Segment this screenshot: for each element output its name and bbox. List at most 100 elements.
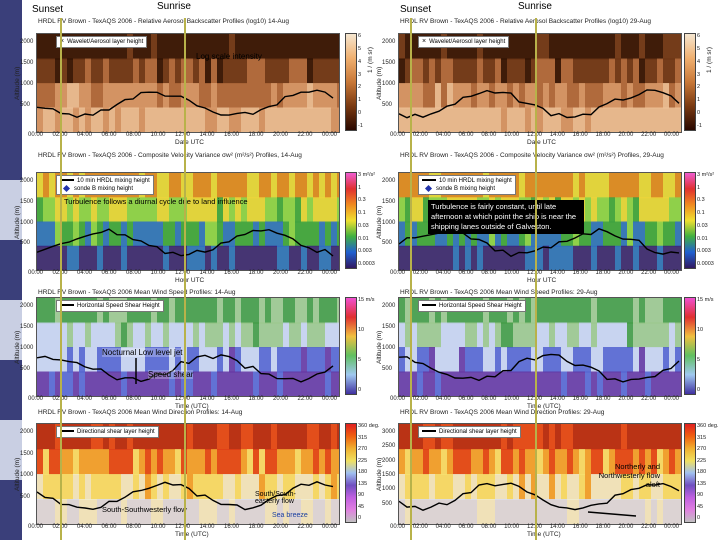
y-tick-label: 1500: [20, 198, 34, 205]
heatmap-cell: [259, 173, 265, 199]
heatmap-cell: [579, 322, 585, 348]
heatmap-cell: [43, 245, 49, 270]
heatmap-cell: [169, 197, 175, 223]
heatmap-cell: [265, 298, 271, 324]
x-tick-label: 14:00: [199, 132, 215, 138]
heatmap-cell: [139, 371, 145, 396]
heatmap-cell: [531, 424, 537, 450]
heatmap-cell: [223, 173, 229, 199]
heatmap-cell: [175, 221, 181, 247]
heatmap-cell: [543, 371, 549, 396]
heatmap-cell: [277, 499, 283, 524]
y-tick-label: 2000: [382, 39, 396, 45]
heatmap-cell: [127, 499, 133, 524]
heatmap-cell: [471, 107, 477, 132]
heatmap-cell: [519, 107, 525, 132]
heatmap-cell: [579, 173, 585, 199]
legend-label: Horizontal Speed Shear Height: [77, 303, 160, 309]
heatmap-cell: [453, 347, 459, 373]
legend-diamond-icon: [424, 184, 433, 192]
heatmap-cell: [417, 371, 423, 396]
heatmap-cell: [567, 322, 573, 348]
colorbar-tick-label: 1: [358, 97, 362, 104]
heatmap-cell: [217, 58, 223, 84]
heatmap-cell: [193, 83, 199, 109]
heatmap-cell: [259, 34, 265, 60]
heatmap-cell: [501, 83, 507, 109]
heatmap-cell: [307, 197, 313, 223]
heatmap-cell: [49, 474, 55, 500]
heatmap-cell: [37, 245, 43, 270]
sunset-line-left: [60, 18, 62, 540]
heatmap-cell: [301, 424, 307, 450]
heatmap-cell: [639, 322, 645, 348]
heatmap-cell: [651, 173, 657, 199]
heatmap-cell: [615, 371, 621, 396]
chart-panel: [398, 297, 682, 397]
heatmap-cell: [657, 298, 663, 324]
colorbar-unit-label: 1 / (m sr): [706, 47, 713, 73]
heatmap-cell: [411, 197, 417, 223]
heatmap-cell: [205, 474, 211, 500]
heatmap-cell: [43, 449, 49, 475]
heatmap-cell: [651, 499, 657, 524]
y-axis-label: Altitude (m): [14, 330, 21, 364]
heatmap-cell: [259, 371, 265, 396]
heatmap-cell: [271, 83, 277, 109]
chart-panel: [36, 297, 340, 397]
heatmap-cell: [513, 173, 519, 199]
x-tick-label: 22:00: [641, 270, 657, 276]
heatmap-cell: [115, 449, 121, 475]
heatmap-cell: [301, 58, 307, 84]
heatmap-cell: [573, 322, 579, 348]
heatmap-cell: [435, 347, 441, 373]
heatmap-cell: [97, 371, 103, 396]
x-tick-label: 22:00: [641, 132, 657, 138]
heatmap-cell: [121, 347, 127, 373]
heatmap-cell: [217, 424, 223, 450]
heatmap-cell: [319, 107, 325, 132]
heatmap-cell: [447, 449, 453, 475]
heatmap-cell: [175, 107, 181, 132]
x-tick-label: 00:00: [390, 132, 406, 138]
heatmap-cell: [133, 474, 139, 500]
legend-entry: 10 min HRDL mixing height: [422, 177, 512, 185]
heatmap-cell: [621, 298, 627, 324]
heatmap-cell: [307, 34, 313, 60]
heatmap-cell: [399, 347, 405, 373]
heatmap-cell: [561, 107, 567, 132]
heatmap-cell: [435, 245, 441, 270]
heatmap-cell: [301, 197, 307, 223]
x-tick-label: 06:00: [458, 270, 474, 276]
colorbar-tick-label: 90: [697, 492, 704, 498]
heatmap-cell: [211, 221, 217, 247]
heatmap-cell: [573, 347, 579, 373]
colorbar-tick-label: 5: [358, 45, 362, 52]
heatmap-cell: [325, 83, 331, 109]
heatmap-cell: [675, 197, 681, 223]
heatmap-cell: [603, 197, 609, 223]
heatmap-cell: [319, 474, 325, 500]
heatmap-cell: [127, 449, 133, 475]
heatmap-cell: [435, 322, 441, 348]
heatmap-cell: [319, 58, 325, 84]
heatmap-cell: [109, 322, 115, 348]
heatmap-cell: [223, 322, 229, 348]
y-tick-label: 500: [382, 366, 393, 372]
x-tick-label: 08:00: [481, 270, 497, 276]
heatmap-cell: [651, 83, 657, 109]
legend-cross-icon: ×: [422, 38, 427, 45]
heatmap-cell: [585, 107, 591, 132]
heatmap-cell: [235, 499, 241, 524]
heatmap-cell: [423, 322, 429, 348]
heatmap-cell: [253, 83, 259, 109]
heatmap-cell: [271, 449, 277, 475]
heatmap-cell: [501, 474, 507, 500]
heatmap-cell: [531, 322, 537, 348]
y-axis-label: Altitude (m): [376, 330, 383, 364]
heatmap-cell: [519, 322, 525, 348]
heatmap-cell: [615, 474, 621, 500]
heatmap-cell: [513, 499, 519, 524]
heatmap-cell: [507, 449, 513, 475]
heatmap-cell: [307, 245, 313, 270]
